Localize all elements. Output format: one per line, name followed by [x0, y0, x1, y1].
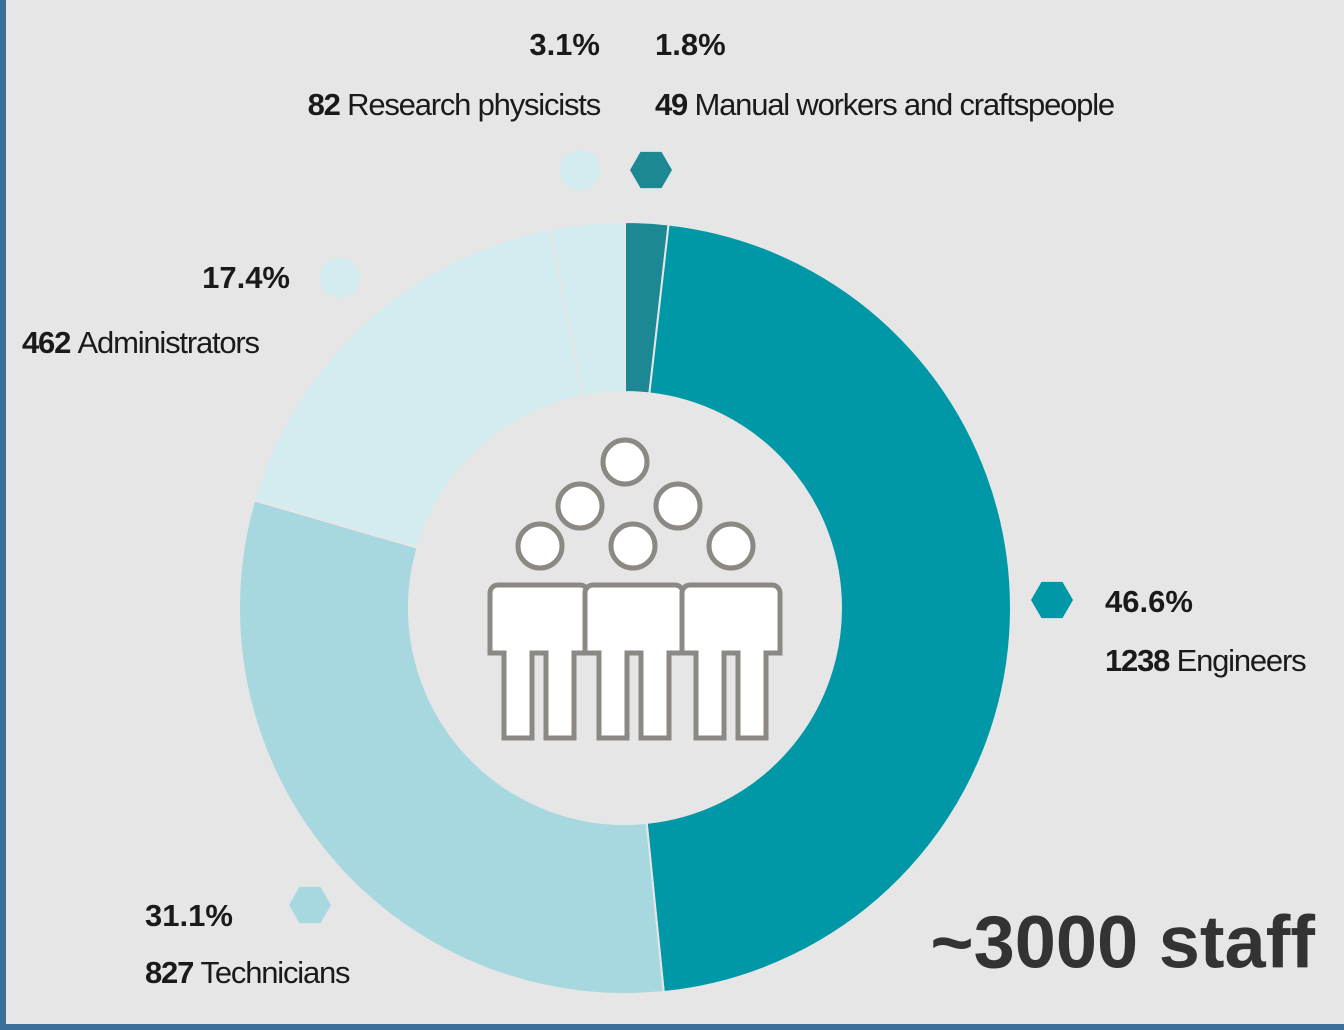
category-label: 827 Technicians — [145, 955, 350, 990]
legend-marker — [320, 258, 360, 298]
chart-title: ~3000 staff — [930, 901, 1315, 984]
category-name: Technicians — [201, 955, 350, 990]
percent-label: 46.6% — [1105, 584, 1193, 619]
count-label: 462 — [22, 325, 70, 360]
percent-label: 17.4% — [202, 260, 290, 295]
category-label: 82 Research physicists — [308, 87, 601, 122]
count-label: 1238 — [1105, 643, 1170, 678]
frame-edge — [0, 1024, 1344, 1030]
chart: ~3000 staff 1.8% 49 Manual workers and cr… — [0, 0, 1344, 1030]
legend-marker — [1031, 582, 1073, 618]
legend-marker — [560, 150, 600, 190]
gap — [1169, 643, 1176, 678]
gap — [687, 87, 694, 122]
category-name: Engineers — [1177, 643, 1306, 678]
category-name: Manual workers and craftspeople — [695, 87, 1114, 122]
category-label: 1238 Engineers — [1105, 643, 1306, 678]
category-name: Administrators — [78, 325, 260, 360]
category-label: 462 Administrators — [22, 325, 260, 360]
count-label: 82 — [308, 87, 340, 122]
percent-label: 1.8% — [655, 27, 726, 62]
legend-marker — [630, 152, 672, 188]
legend-marker — [289, 887, 331, 923]
gap — [70, 325, 77, 360]
category-name: Research physicists — [347, 87, 601, 122]
count-label: 49 — [655, 87, 688, 122]
donut-slice — [254, 229, 583, 547]
category-label: 49 Manual workers and craftspeople — [655, 87, 1114, 122]
frame-edge — [0, 0, 6, 1030]
count-label: 827 — [145, 955, 193, 990]
percent-label: 3.1% — [529, 27, 600, 62]
percent-label: 31.1% — [145, 898, 233, 933]
gap — [340, 87, 347, 122]
people-icon — [490, 440, 780, 738]
gap — [193, 955, 200, 990]
